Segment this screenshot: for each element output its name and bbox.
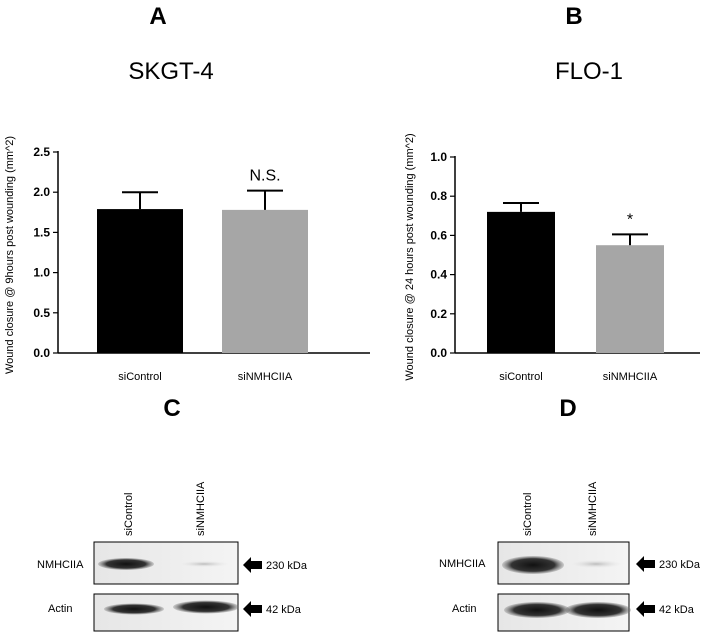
chart-a-annotation: N.S. bbox=[249, 168, 280, 185]
chart-b-y-tick-label: 0.2 bbox=[430, 307, 447, 321]
blot-c-row-2-label: Actin bbox=[48, 603, 72, 615]
chart-b-y-tick-label: 0.6 bbox=[430, 228, 447, 242]
blot-d-row-1-label: NMHCIIA bbox=[439, 558, 486, 570]
chart-a-y-tick-label: 0.0 bbox=[33, 346, 50, 360]
chart-a-y-tick-label: 1.0 bbox=[33, 266, 50, 280]
blot-d-band bbox=[571, 560, 621, 568]
blot-d-band bbox=[504, 602, 570, 618]
chart-a-y-tick-label: 1.5 bbox=[33, 225, 50, 239]
chart-b-y-label: Wound closure @ 24 hours post wounding (… bbox=[404, 133, 416, 380]
chart-b-plot: 0.0 0.2 0.4 0.6 0.8 1.0 siControl siNMHCIIA * bbox=[430, 150, 700, 383]
blot-c-row-1-label: NMHCIIA bbox=[37, 559, 84, 571]
blot-c-row-2-size: 42 kDa bbox=[266, 604, 302, 616]
chart-a: A SKGT-4 Wound closure @ 9hours post wou… bbox=[4, 3, 370, 383]
chart-b-annotation: * bbox=[627, 211, 633, 228]
chart-b-y-tick-label: 1.0 bbox=[430, 150, 447, 164]
chart-a-bar bbox=[222, 209, 308, 353]
chart-b-category-label: siNMHCIIA bbox=[603, 371, 658, 383]
blot-c-band bbox=[98, 558, 154, 570]
chart-a-title: SKGT-4 bbox=[128, 58, 213, 85]
chart-a-y-tick-label: 0.5 bbox=[33, 306, 50, 320]
chart-a-y-tick-label: 2.5 bbox=[33, 145, 50, 159]
blot-c-row-1-size: 230 kDa bbox=[266, 560, 308, 572]
chart-a-category-label: siControl bbox=[118, 371, 161, 383]
blot-c-lane-1: siControl bbox=[123, 493, 135, 536]
arrow-icon bbox=[636, 556, 655, 572]
chart-b-title: FLO-1 bbox=[555, 58, 623, 85]
blot-d-row-2-size: 42 kDa bbox=[659, 604, 695, 616]
blot-c-lane-2: siNMHCIIA bbox=[195, 481, 207, 536]
chart-b-y-tick-label: 0.8 bbox=[430, 189, 447, 203]
blot-d: D siControl siNMHCIIA NMHCIIA Actin 230 … bbox=[439, 395, 701, 632]
arrow-icon bbox=[636, 601, 655, 617]
chart-b-bar bbox=[487, 211, 555, 353]
chart-a-plot: 0.0 0.5 1.0 1.5 2.0 2.5 siControl siNMHCIIA N.S. bbox=[33, 145, 370, 383]
blot-d-lane-2: siNMHCIIA bbox=[587, 481, 599, 536]
chart-b-y-tick-label: 0.0 bbox=[430, 346, 447, 360]
chart-a-bar bbox=[97, 209, 183, 353]
blot-d-band bbox=[565, 602, 631, 618]
chart-a-y-label: Wound closure @ 9hours post wounding (mm… bbox=[4, 136, 16, 374]
chart-b-bar bbox=[596, 245, 664, 353]
blot-d-band bbox=[502, 556, 564, 574]
chart-a-y-tick-label: 2.0 bbox=[33, 185, 50, 199]
blot-d-lane-1: siControl bbox=[522, 493, 534, 536]
chart-b-y-tick-label: 0.4 bbox=[430, 268, 447, 282]
blot-c: C siControl siNMHCIIA NMHCIIA Actin 230 … bbox=[37, 395, 308, 632]
chart-b-category-label: siControl bbox=[499, 371, 542, 383]
blot-d-row-2-label: Actin bbox=[452, 603, 476, 615]
blot-c-band bbox=[180, 561, 228, 567]
panel-letter-b: B bbox=[565, 3, 582, 30]
panel-letter-c: C bbox=[163, 395, 180, 422]
arrow-icon bbox=[243, 601, 262, 617]
chart-b: B FLO-1 Wound closure @ 24 hours post wo… bbox=[404, 3, 700, 383]
chart-a-category-label: siNMHCIIA bbox=[238, 371, 293, 383]
panel-letter-a: A bbox=[149, 3, 166, 30]
blot-c-band bbox=[104, 603, 164, 615]
blot-c-band bbox=[173, 600, 239, 614]
blot-d-row-1-size: 230 kDa bbox=[659, 559, 701, 571]
arrow-icon bbox=[243, 557, 262, 573]
panel-letter-d: D bbox=[559, 395, 576, 422]
